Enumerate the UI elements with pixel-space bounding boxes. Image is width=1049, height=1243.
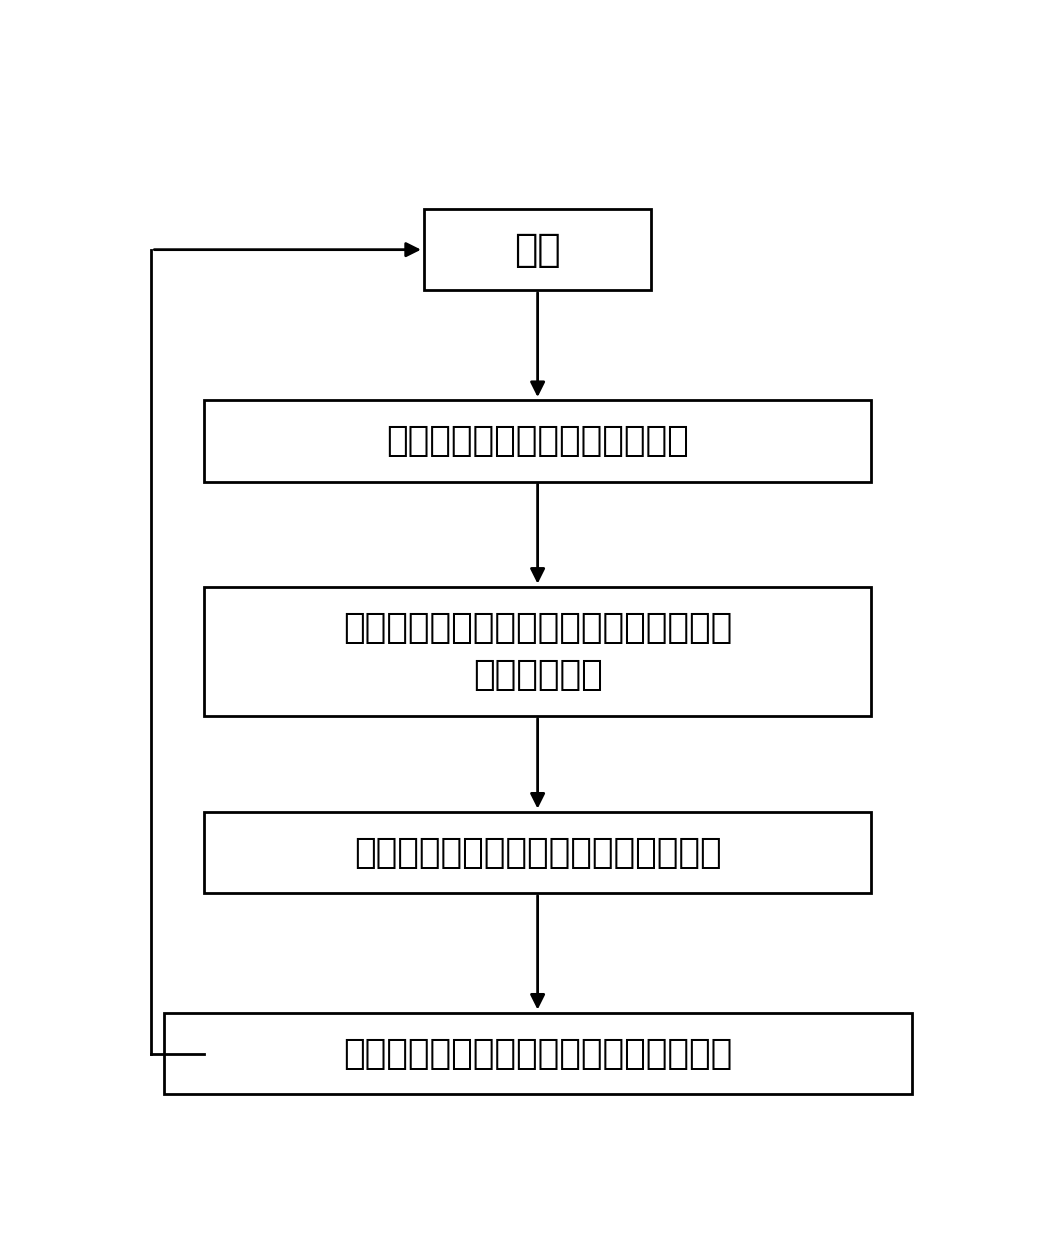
Text: 对调度系统资源进行抽象和管理: 对调度系统资源进行抽象和管理: [386, 424, 689, 459]
Bar: [424, 209, 651, 291]
Bar: [205, 400, 871, 482]
Text: 开始: 开始: [514, 231, 561, 268]
Text: 基于对等通信网络的异常处理和局部调度: 基于对等通信网络的异常处理和局部调度: [343, 1037, 732, 1070]
Text: 基于优先级策略对任务与机器人配对，进
行路径预规划: 基于优先级策略对任务与机器人配对，进 行路径预规划: [343, 610, 732, 692]
Bar: [205, 587, 871, 716]
Text: 基于动态计算和停止点分发的全局调度: 基于动态计算和停止点分发的全局调度: [354, 835, 722, 870]
Bar: [205, 812, 871, 894]
Bar: [164, 1013, 912, 1094]
